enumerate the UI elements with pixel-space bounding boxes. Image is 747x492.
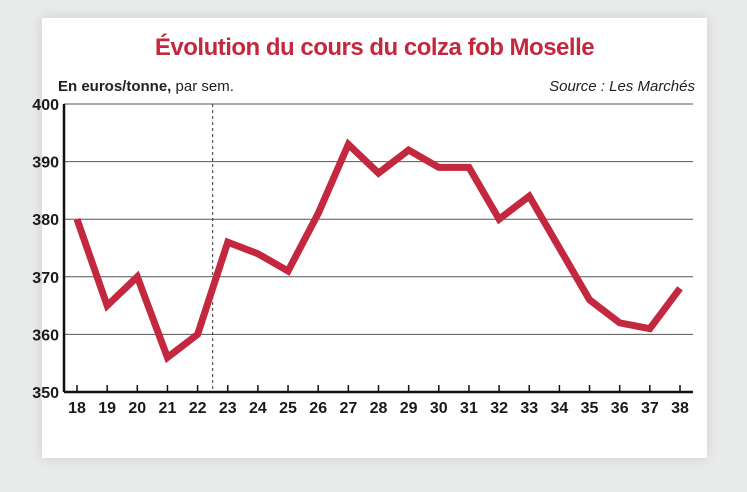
chart-card: Évolution du cours du colza fob Moselle …: [42, 18, 707, 458]
y-tick-label: 390: [32, 155, 59, 172]
x-tick-label: 21: [159, 400, 177, 417]
chart-title: Évolution du cours du colza fob Moselle: [154, 34, 595, 61]
x-tick-label: 24: [249, 400, 267, 417]
y-tick-label: 350: [32, 385, 59, 402]
x-tick-label: 37: [641, 400, 659, 417]
x-tick-label: 33: [520, 400, 538, 417]
y-tick-label: 400: [32, 97, 59, 114]
x-tick-label: 27: [339, 400, 357, 417]
x-tick-label: 19: [98, 400, 116, 417]
x-tick-label: 25: [279, 400, 297, 417]
x-tick-label: 23: [219, 400, 237, 417]
x-tick-label: 28: [370, 400, 388, 417]
x-tick-label: 20: [128, 400, 146, 417]
x-tick-label: 22: [189, 400, 207, 417]
series-line: [73, 138, 683, 364]
unit-label-bold: En euros/tonne,: [58, 78, 172, 95]
x-tick-label: 36: [611, 400, 629, 417]
x-tick-label: 26: [309, 400, 327, 417]
cropped-text-fragment: [0, 462, 747, 492]
x-tick-label: 34: [551, 400, 569, 417]
x-tick-label: 31: [460, 400, 478, 417]
x-tick-label: 30: [430, 400, 448, 417]
unit-label-rest: par sem.: [171, 78, 234, 95]
y-tick-label: 370: [32, 270, 59, 287]
x-tick-label: 38: [671, 400, 689, 417]
y-tick-label: 380: [32, 212, 59, 229]
x-tick-label: 29: [400, 400, 418, 417]
unit-label: En euros/tonne, par sem.: [58, 78, 234, 95]
x-tick-label: 18: [68, 400, 86, 417]
y-tick-label: 360: [32, 327, 59, 344]
x-tick-label: 35: [581, 400, 599, 417]
chart-source: Source : Les Marchés: [549, 78, 695, 95]
x-tick-label: 32: [490, 400, 508, 417]
